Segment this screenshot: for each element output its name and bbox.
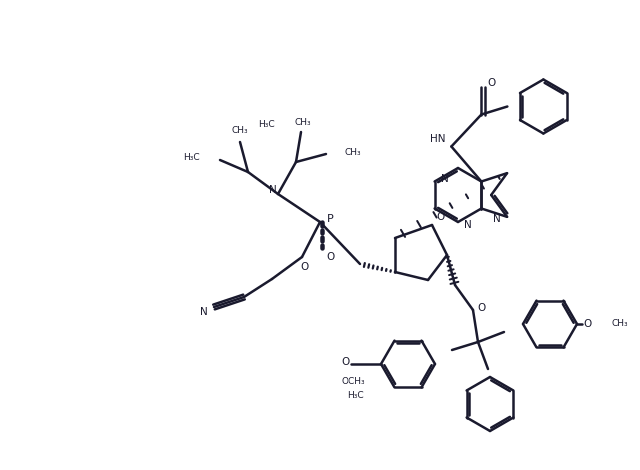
Text: O: O [300,262,308,272]
Text: CH₃: CH₃ [612,320,628,329]
Text: CH₃: CH₃ [294,118,311,126]
Text: CH₃: CH₃ [232,125,248,134]
Text: O: O [584,319,592,329]
Text: N: N [464,220,472,230]
Text: N: N [200,307,208,317]
Text: H₃C: H₃C [259,119,275,128]
Text: OCH₃: OCH₃ [341,377,365,386]
Text: O: O [436,212,444,222]
Text: O: O [487,78,495,87]
Text: N: N [269,185,277,195]
Text: H₃C: H₃C [184,152,200,162]
Text: N: N [441,173,449,183]
Text: P: P [326,214,333,224]
Text: O: O [477,303,485,313]
Text: HN: HN [429,133,445,143]
Text: CH₃: CH₃ [344,148,360,157]
Text: H₃C: H₃C [347,392,364,400]
Text: O: O [341,357,349,367]
Text: N: N [493,214,501,224]
Text: O: O [326,252,334,262]
